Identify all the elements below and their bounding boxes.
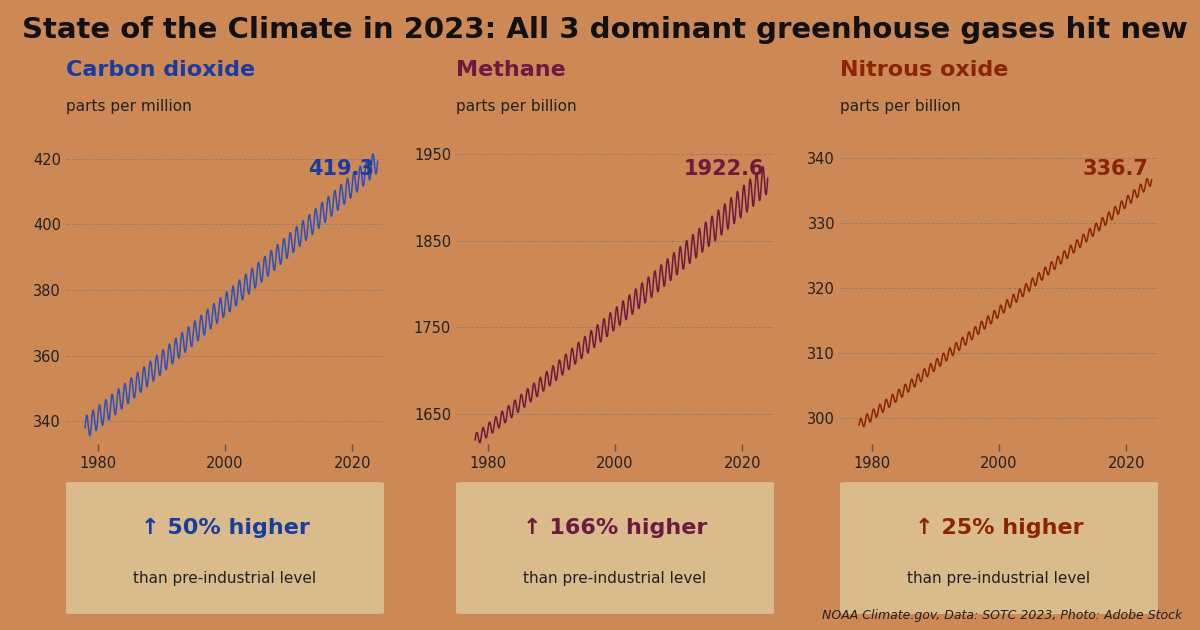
FancyBboxPatch shape xyxy=(830,482,1168,614)
Text: ↑ 50% higher: ↑ 50% higher xyxy=(140,518,310,538)
FancyBboxPatch shape xyxy=(56,482,394,614)
Text: ↑ 25% higher: ↑ 25% higher xyxy=(914,518,1084,538)
Text: than pre-industrial level: than pre-industrial level xyxy=(907,571,1091,586)
FancyBboxPatch shape xyxy=(446,482,784,614)
Text: NOAA Climate.gov, Data: SOTC 2023, Photo: Adobe Stock: NOAA Climate.gov, Data: SOTC 2023, Photo… xyxy=(822,609,1182,622)
Text: parts per million: parts per million xyxy=(66,99,192,114)
Text: Methane: Methane xyxy=(456,60,565,80)
Text: than pre-industrial level: than pre-industrial level xyxy=(523,571,707,586)
Text: 1922.6: 1922.6 xyxy=(684,159,764,179)
Text: State of the Climate in 2023: All 3 dominant greenhouse gases hit new record hig: State of the Climate in 2023: All 3 domi… xyxy=(22,16,1200,43)
Text: than pre-industrial level: than pre-industrial level xyxy=(133,571,317,586)
Text: parts per billion: parts per billion xyxy=(840,99,961,114)
Text: 419.3: 419.3 xyxy=(308,159,374,179)
Text: 336.7: 336.7 xyxy=(1082,159,1148,179)
Text: Nitrous oxide: Nitrous oxide xyxy=(840,60,1008,80)
Text: parts per billion: parts per billion xyxy=(456,99,577,114)
Text: Carbon dioxide: Carbon dioxide xyxy=(66,60,256,80)
Text: ↑ 166% higher: ↑ 166% higher xyxy=(523,518,707,538)
